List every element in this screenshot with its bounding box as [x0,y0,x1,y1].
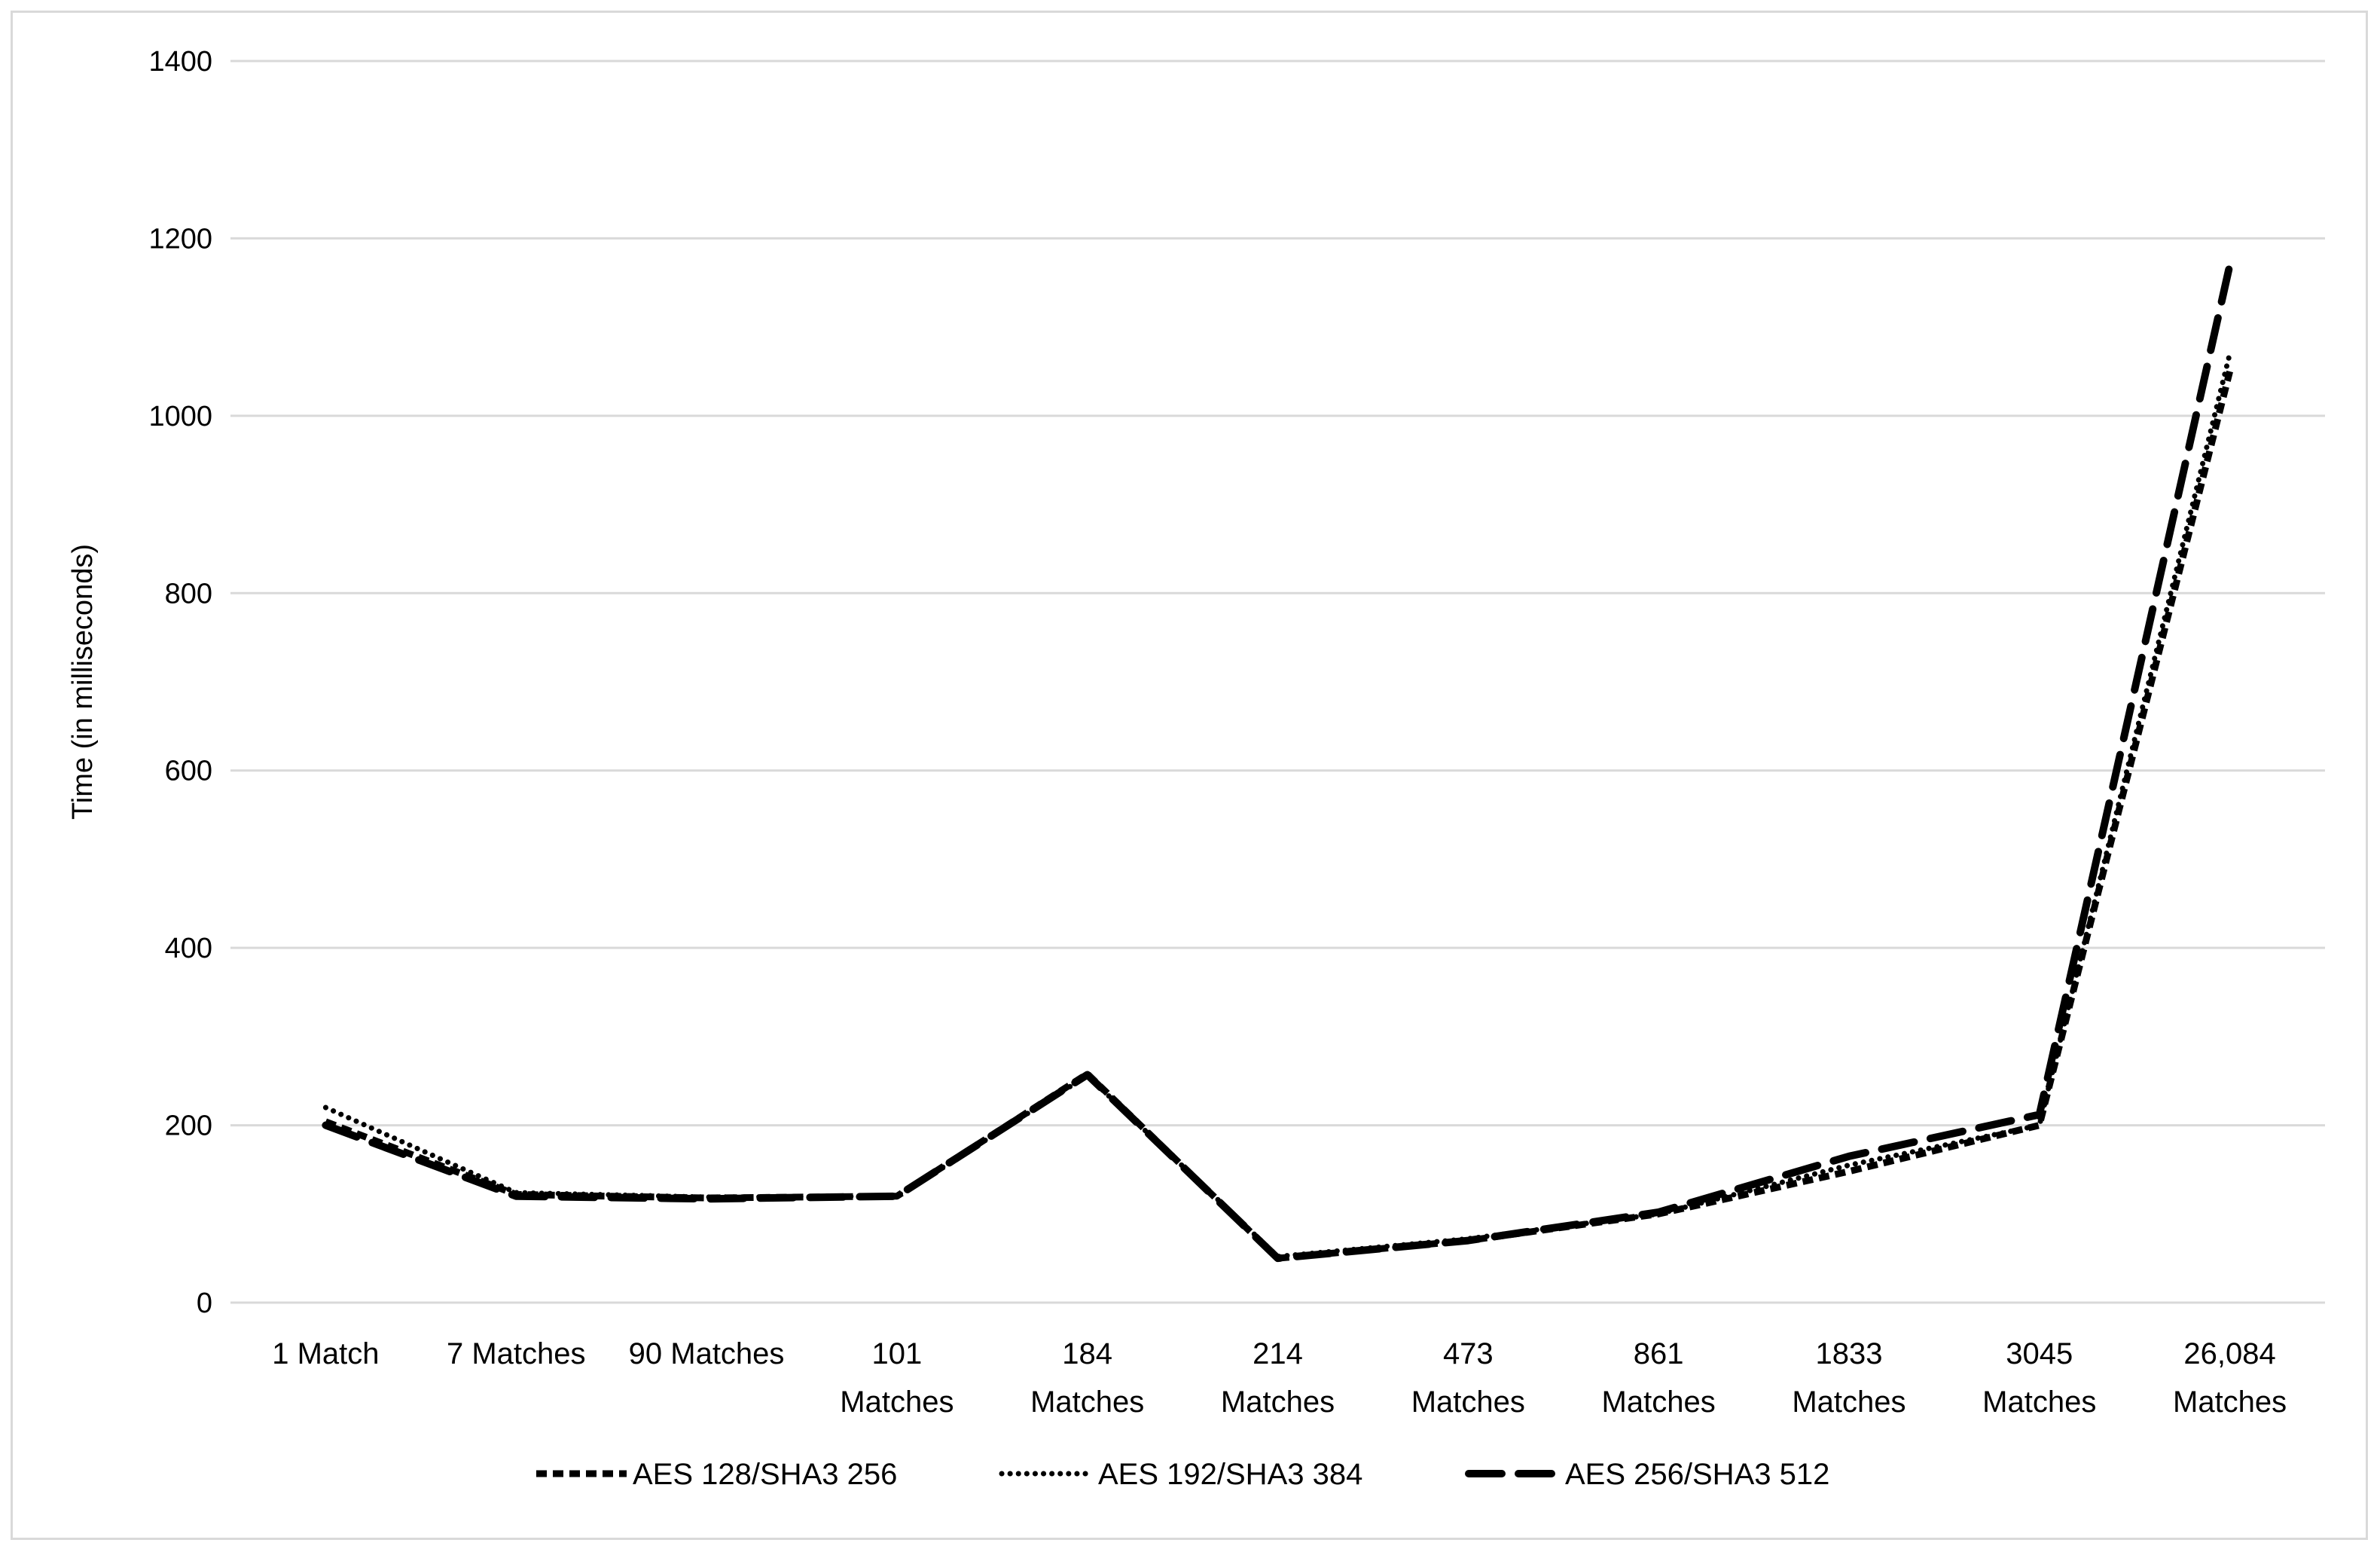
y-tick-label: 800 [165,578,212,609]
y-tick-labels: 0 200 400 600 800 1000 1200 1400 [148,46,212,1319]
y-axis-label: Time (in milliseconds) [67,544,99,820]
series-line [322,350,2233,1260]
legend-label: AES 192/SHA3 384 [1098,1458,1362,1491]
x-tick-label: 1833 [1815,1337,1882,1370]
x-tick-label: 473 [1443,1337,1494,1370]
x-tick-label: 7 Matches [447,1337,586,1370]
series-lines [322,261,2234,1263]
y-tick-label: 1000 [148,401,212,432]
x-tick-labels: 1 Match 7 Matches 90 Matches 101 Matches 184 M… [272,1337,2287,1419]
x-tick-label: 3045 [2006,1337,2073,1370]
y-tick-label: 400 [165,933,212,964]
y-tick-label: 1400 [148,46,212,78]
y-tick-label: 200 [165,1111,212,1142]
x-tick-label: 101 [871,1337,922,1370]
x-tick-label: 861 [1634,1337,1684,1370]
x-tick-label: 90 Matches [629,1337,785,1370]
gridlines [230,60,2325,1304]
x-tick-label: Matches [1792,1385,1906,1419]
y-tick-label: 1200 [148,223,212,255]
chart-frame [11,11,2368,1540]
x-tick-label: Matches [1602,1385,1716,1419]
x-tick-label: Matches [2173,1385,2287,1419]
x-tick-label: Matches [1221,1385,1335,1419]
legend: AES 128/SHA3 256 AES 192/SHA3 384 AES 256/… [536,1458,1829,1491]
y-tick-label: 0 [197,1288,212,1319]
legend-label: AES 256/SHA3 512 [1565,1458,1829,1491]
x-tick-label: Matches [1982,1385,2096,1419]
x-tick-label: 26,084 [2183,1337,2275,1370]
x-tick-label: Matches [840,1385,954,1419]
y-tick-label: 600 [165,756,212,787]
x-tick-label: 214 [1253,1337,1303,1370]
x-tick-label: Matches [1030,1385,1144,1419]
x-tick-label: Matches [1411,1385,1525,1419]
series-line [322,261,2234,1263]
x-tick-label: 184 [1062,1337,1112,1370]
legend-label: AES 128/SHA3 256 [633,1458,897,1491]
x-tick-label: 1 Match [272,1337,379,1370]
